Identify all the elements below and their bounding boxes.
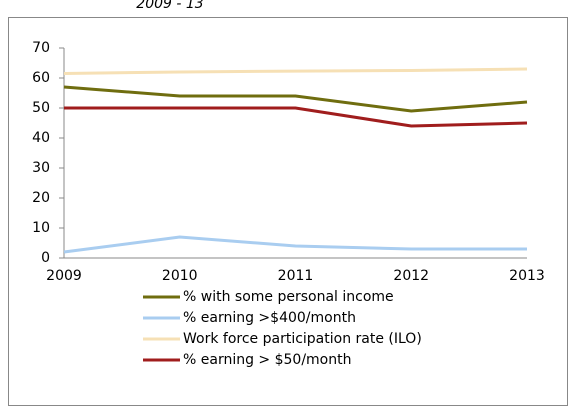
series-line <box>63 85 528 113</box>
x-tick-label: 2012 <box>393 268 429 284</box>
series-line <box>63 235 527 254</box>
y-tick-label: 70 <box>32 40 50 56</box>
series-line <box>64 106 528 128</box>
series-line <box>63 67 528 75</box>
chart-title: 2009 - 13 <box>136 0 203 12</box>
y-tick-label: 0 <box>41 250 50 266</box>
x-tick-label: 2013 <box>509 268 545 284</box>
y-tick-label: 40 <box>32 130 50 146</box>
x-tick-label: 2011 <box>278 268 314 284</box>
chart-frame <box>8 17 568 406</box>
x-tick-label: 2010 <box>162 268 198 284</box>
legend-label: % earning >$400/month <box>183 310 356 326</box>
y-tick-label: 60 <box>32 70 50 86</box>
legend-label: % earning > $50/month <box>183 352 352 368</box>
legend-label: % with some personal income <box>183 289 394 305</box>
y-tick-label: 20 <box>32 190 50 206</box>
legend-label: Work force participation rate (ILO) <box>183 331 422 347</box>
x-tick-label: 2009 <box>46 268 82 284</box>
y-tick-label: 50 <box>32 100 50 116</box>
y-tick-label: 30 <box>32 160 50 176</box>
y-tick-label: 10 <box>32 220 50 236</box>
